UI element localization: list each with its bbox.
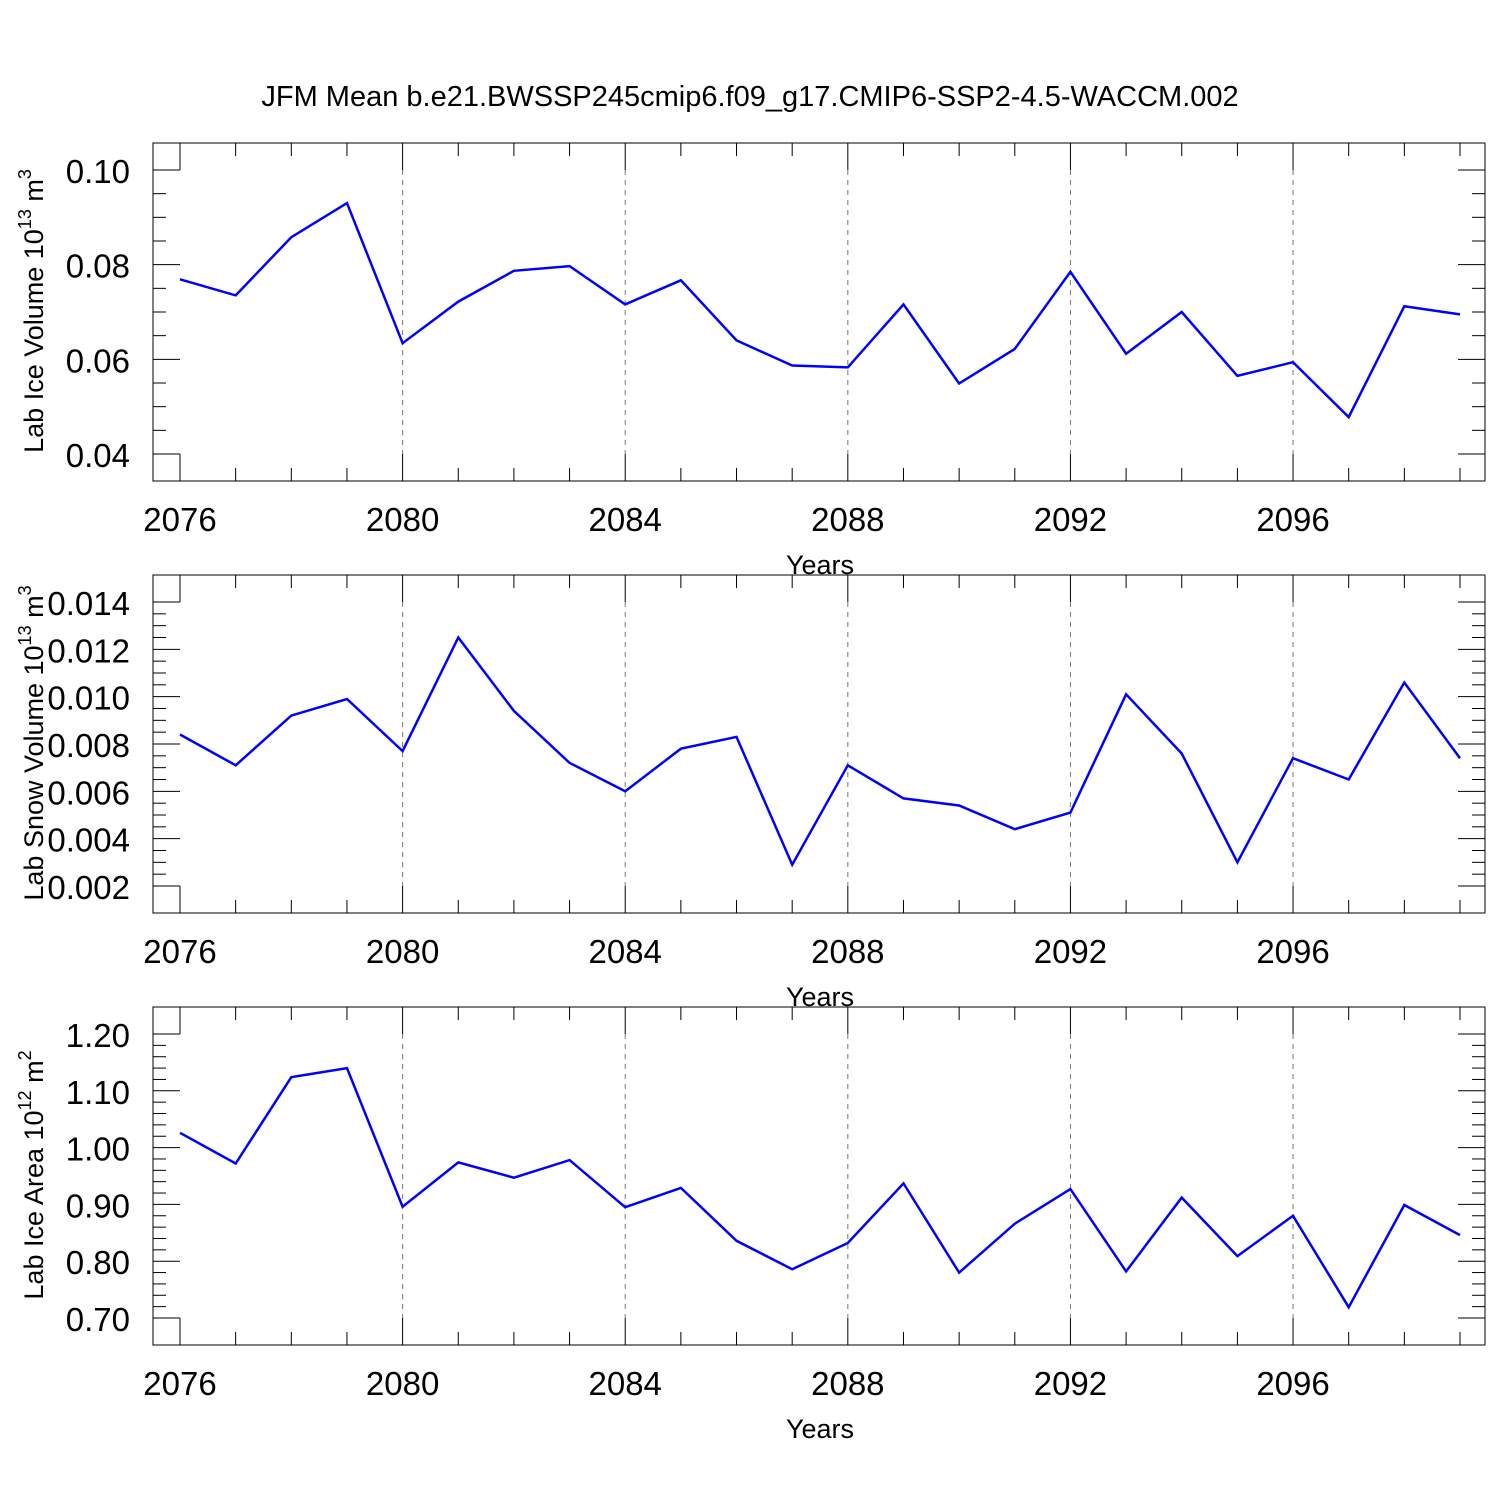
x-tick-label: 2084 xyxy=(589,1365,662,1402)
y-axis-label: Lab Ice Volume 1013 m3 xyxy=(15,169,49,453)
y-tick-label: 1.00 xyxy=(66,1131,130,1168)
figure-title: JFM Mean b.e21.BWSSP245cmip6.f09_g17.CMI… xyxy=(261,81,1238,113)
y-tick-label: 0.010 xyxy=(47,680,130,717)
y-tick-label: 0.002 xyxy=(47,869,130,906)
y-tick-label: 1.20 xyxy=(66,1017,130,1054)
y-axis-label-unit-exponent: 3 xyxy=(15,169,35,179)
y-axis-label-unit-exponent: 3 xyxy=(15,585,35,595)
y-axis-label-unit: m xyxy=(19,595,49,625)
x-tick-label: 2076 xyxy=(143,501,216,538)
y-tick-label: 0.004 xyxy=(47,822,130,859)
series-line xyxy=(179,1066,1461,1310)
y-tick-label: 0.80 xyxy=(66,1244,130,1281)
y-axis-label-text: Lab Snow Volume 10 xyxy=(19,645,49,900)
y-tick-label: 0.06 xyxy=(66,342,130,379)
x-tick-label: 2092 xyxy=(1034,933,1107,970)
series-line xyxy=(179,201,1461,420)
x-tick-label: 2092 xyxy=(1034,1365,1107,1402)
y-tick-label: 0.006 xyxy=(47,774,130,811)
y-axis-label-text: Lab Ice Area 10 xyxy=(19,1110,49,1299)
chart-panel-3: 0.70 0.80 0.90 1.00 1.10 1.20 2076 2080 2084 2088… xyxy=(15,1006,1486,1444)
y-tick-label: 0.10 xyxy=(66,153,130,190)
panels: 0.04 0.06 0.08 0.10 2076 2080 2084 2088 2092 2096… xyxy=(15,142,1486,1444)
x-tick-label: 2080 xyxy=(366,501,439,538)
x-tick-label: 2076 xyxy=(143,933,216,970)
chart-panel-1: 0.04 0.06 0.08 0.10 2076 2080 2084 2088 2092 2096… xyxy=(15,142,1486,580)
y-axis-label-unit: m xyxy=(19,179,49,209)
y-axis-label: Lab Snow Volume 1013 m3 xyxy=(15,585,49,900)
series-line xyxy=(179,635,1462,868)
x-tick-label: 2084 xyxy=(589,933,662,970)
x-tick-label: 2084 xyxy=(589,501,662,538)
x-tick-label: 2096 xyxy=(1256,933,1329,970)
x-tick-label: 2080 xyxy=(366,1365,439,1402)
y-tick-label: 0.04 xyxy=(66,437,130,474)
plot-frame xyxy=(152,574,1486,914)
y-tick-label: 0.012 xyxy=(47,632,130,669)
y-tick-label: 0.08 xyxy=(66,248,130,285)
plot-frame xyxy=(152,1006,1486,1346)
y-axis-label-text: Lab Ice Volume 10 xyxy=(19,229,49,453)
y-axis-label-unit-exponent: 2 xyxy=(15,1050,35,1060)
x-tick-label: 2096 xyxy=(1256,1365,1329,1402)
y-tick-label: 0.014 xyxy=(47,585,130,622)
x-tick-label: 2092 xyxy=(1034,501,1107,538)
y-tick-label: 1.10 xyxy=(66,1074,130,1111)
y-axis-label-unit: m xyxy=(19,1060,49,1090)
x-axis-label: Years xyxy=(786,1414,854,1444)
x-tick-label: 2088 xyxy=(811,1365,884,1402)
y-tick-label: 0.70 xyxy=(66,1301,130,1338)
x-tick-label: 2076 xyxy=(143,1365,216,1402)
y-tick-label: 0.008 xyxy=(47,727,130,764)
x-tick-label: 2088 xyxy=(811,933,884,970)
chart-panel-2: 0.002 0.004 0.006 0.008 0.010 0.012 0.014 2076 2… xyxy=(15,574,1486,1012)
y-axis-label-exponent: 13 xyxy=(15,209,35,229)
x-tick-label: 2088 xyxy=(811,501,884,538)
x-tick-label: 2080 xyxy=(366,933,439,970)
x-tick-label: 2096 xyxy=(1256,501,1329,538)
y-axis-label-exponent: 12 xyxy=(15,1090,35,1110)
plot-frame xyxy=(152,142,1486,482)
y-axis-label-exponent: 13 xyxy=(15,625,35,645)
y-tick-label: 0.90 xyxy=(66,1187,130,1224)
y-axis-label: Lab Ice Area 1012 m2 xyxy=(15,1050,49,1299)
